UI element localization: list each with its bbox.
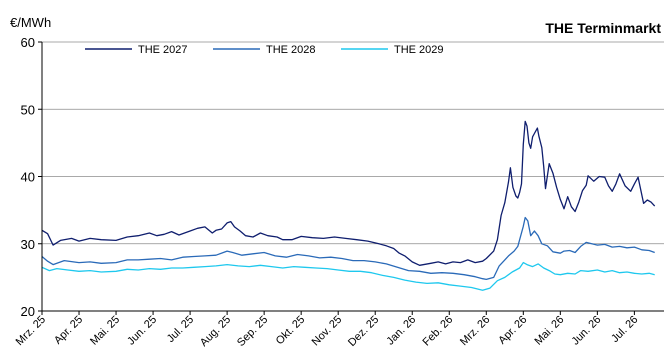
y-tick-label: 30 (21, 237, 35, 252)
y-tick-label: 40 (21, 170, 35, 185)
y-tick-label: 60 (21, 35, 35, 50)
y-axis-unit-label: €/MWh (10, 15, 51, 30)
x-tick-label: Dez. 25 (346, 314, 381, 349)
x-tick-label: Sep. 25 (235, 314, 270, 349)
x-tick-label: Mai. 26 (532, 314, 566, 348)
x-tick-label: Feb. 26 (421, 314, 456, 349)
series-line-2 (41, 216, 655, 281)
legend-label-1: THE 2027 (138, 44, 188, 56)
legend: THE 2027 THE 2028 THE 2029 (85, 44, 444, 56)
x-tick-label: Jul. 25 (165, 314, 196, 345)
x-tick-label: Jan. 26 (384, 314, 418, 348)
series-group (41, 120, 656, 291)
x-tick-label: Apr. 25 (52, 314, 85, 347)
grid (42, 41, 664, 245)
y-tick-label: 50 (21, 102, 35, 117)
x-tick-label: Apr. 26 (496, 314, 529, 347)
x-tick-label: Mai. 25 (88, 314, 122, 348)
x-tick-label: Jul. 26 (609, 314, 640, 345)
legend-label-3: THE 2029 (394, 44, 444, 56)
series-line-3 (41, 261, 655, 291)
legend-label-2: THE 2028 (266, 44, 316, 56)
x-tick-label: Nov. 25 (310, 314, 345, 349)
x-tick-label: Jun. 25 (125, 314, 159, 348)
chart-title: THE Terminmarkt (545, 20, 661, 36)
y-axis-ticks: 20 30 40 50 60 (21, 35, 42, 319)
y-tick-label: 20 (21, 304, 35, 319)
x-tick-label: Mrz. 26 (458, 314, 492, 348)
x-tick-label: Okt. 25 (274, 314, 308, 348)
x-axis-ticks: Mrz. 25 Apr. 25 Mai. 25 Jun. 25 Jul. 25 Aug. … (14, 311, 641, 349)
series-line-1 (41, 120, 656, 266)
x-tick-label: Jun. 26 (569, 314, 603, 348)
x-tick-label: Aug. 25 (198, 314, 233, 349)
